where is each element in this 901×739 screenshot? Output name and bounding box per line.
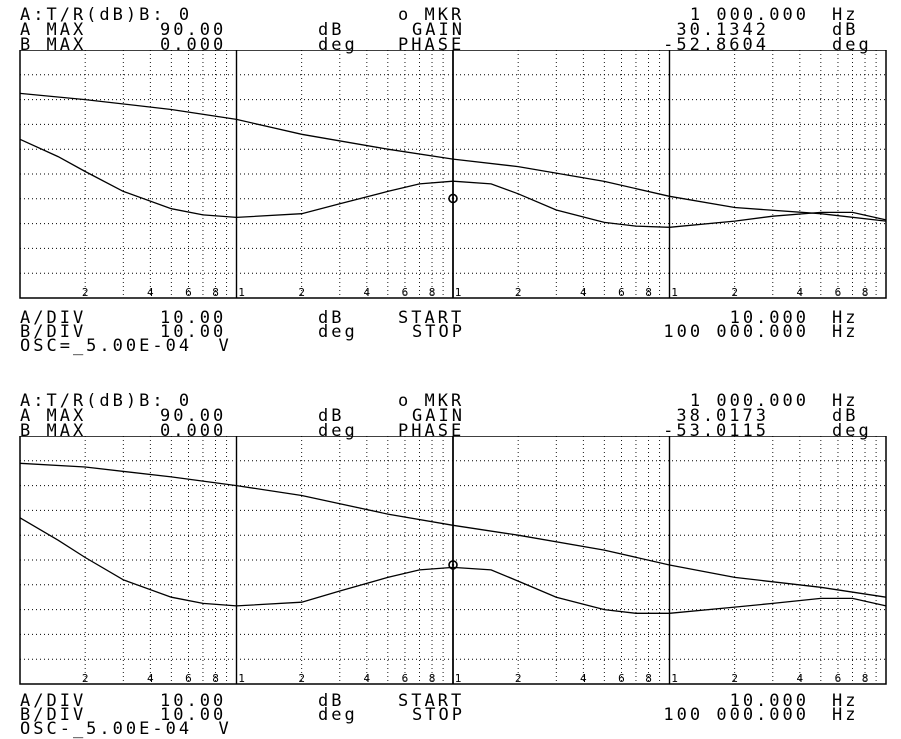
b-div-unit: deg <box>318 322 358 342</box>
marker-label: o MKR <box>398 5 465 25</box>
stop-value: 100 000.000 <box>663 322 809 342</box>
x-tick-label: 8 <box>862 286 869 299</box>
x-tick-label: 8 <box>429 286 436 299</box>
x-tick-label: 4 <box>147 672 154 685</box>
a-div-value: 10.00 <box>160 308 227 328</box>
osc-level: OSC-_5.00E-04 V <box>20 719 232 739</box>
marker-frequency: 1 000.000 <box>689 5 809 25</box>
x-tick-label: 4 <box>364 672 371 685</box>
bode-plot-1: 2 4 6 8 1 2 4 6 8 1 2 4 6 8 1 2 4 6 8 <box>19 50 887 299</box>
marker-dot <box>451 563 455 567</box>
marker-point <box>448 560 458 570</box>
x-tick-label: 1 <box>671 286 678 299</box>
x-tick-label: 6 <box>185 286 192 299</box>
marker-dot <box>451 197 455 200</box>
a-div-value: 10.00 <box>160 691 227 711</box>
x-tick-label: 8 <box>212 672 219 685</box>
x-tick-label: 2 <box>298 672 305 685</box>
osc-level: OSC=_5.00E-04 V <box>20 336 232 356</box>
a-max-value: 90.00 <box>160 406 227 426</box>
marker-point <box>448 193 458 204</box>
stop-unit: Hz <box>832 322 859 342</box>
gain-label: GAIN <box>412 406 465 426</box>
bode-plot-2: 2 4 6 8 1 2 4 6 8 1 2 4 6 8 1 2 4 6 8 <box>19 436 887 685</box>
b-div-label: B/DIV <box>20 322 87 342</box>
marker-frequency-unit: Hz <box>832 5 859 25</box>
x-tick-label: 8 <box>645 672 652 685</box>
b-div-value: 10.00 <box>160 322 227 342</box>
x-tick-label: 2 <box>82 672 89 685</box>
stop-label: STOP <box>412 705 465 725</box>
x-tick-label: 4 <box>147 286 154 299</box>
x-tick-label: 6 <box>835 286 842 299</box>
gain-value: 38.0173 <box>676 406 769 426</box>
a-div-unit: dB <box>318 308 345 328</box>
gain-value: 30.1342 <box>676 20 769 40</box>
x-tick-label: 8 <box>645 286 652 299</box>
x-tick-label: 8 <box>429 672 436 685</box>
stop-unit: Hz <box>832 705 859 725</box>
start-unit: Hz <box>832 308 859 328</box>
a-div-label: A/DIV <box>20 308 87 328</box>
stop-label: STOP <box>412 322 465 342</box>
marker-label: o MKR <box>398 391 465 411</box>
x-tick-label: 2 <box>515 672 522 685</box>
x-tick-label: 1 <box>238 672 245 685</box>
x-tick-label: 6 <box>618 672 625 685</box>
start-unit: Hz <box>832 691 859 711</box>
x-tick-label: 1 <box>455 672 462 685</box>
a-div-label: A/DIV <box>20 691 87 711</box>
marker-frequency: 1 000.000 <box>689 391 809 411</box>
start-value: 10.000 <box>729 308 809 328</box>
x-tick-label: 6 <box>835 672 842 685</box>
x-tick-label: 8 <box>212 286 219 299</box>
b-div-label: B/DIV <box>20 705 87 725</box>
gain-label: GAIN <box>412 20 465 40</box>
x-tick-label: 4 <box>364 286 371 299</box>
x-tick-label: 1 <box>455 286 462 299</box>
start-value: 10.000 <box>729 691 809 711</box>
x-tick-label: 2 <box>731 672 738 685</box>
x-tick-label: 2 <box>82 286 89 299</box>
x-tick-label: 2 <box>731 286 738 299</box>
gain-unit: dB <box>832 406 859 426</box>
start-label: START <box>398 308 465 328</box>
marker-frequency-unit: Hz <box>832 391 859 411</box>
x-tick-label: 4 <box>797 286 804 299</box>
x-tick-label: 2 <box>298 286 305 299</box>
x-tick-label: 6 <box>185 672 192 685</box>
x-tick-label: 6 <box>402 672 409 685</box>
a-max-unit: dB <box>318 406 345 426</box>
x-tick-label: 1 <box>671 672 678 685</box>
gain-unit: dB <box>832 20 859 40</box>
x-tick-label: 6 <box>402 286 409 299</box>
x-tick-label: 8 <box>862 672 869 685</box>
a-max-value: 90.00 <box>160 20 227 40</box>
x-tick-label: 4 <box>580 286 587 299</box>
a-max-label: A MAX <box>20 406 87 426</box>
x-tick-label: 2 <box>515 286 522 299</box>
mode-label: A:T/R(dB)B: 0 <box>20 5 193 25</box>
start-label: START <box>398 691 465 711</box>
b-div-unit: deg <box>318 705 358 725</box>
a-max-unit: dB <box>318 20 345 40</box>
stop-value: 100 000.000 <box>663 705 809 725</box>
x-tick-label: 4 <box>797 672 804 685</box>
x-tick-label: 4 <box>580 672 587 685</box>
b-div-value: 10.00 <box>160 705 227 725</box>
x-tick-label: 1 <box>238 286 245 299</box>
mode-label: A:T/R(dB)B: 0 <box>20 391 193 411</box>
x-tick-label: 6 <box>618 286 625 299</box>
a-max-label: A MAX <box>20 20 87 40</box>
a-div-unit: dB <box>318 691 345 711</box>
